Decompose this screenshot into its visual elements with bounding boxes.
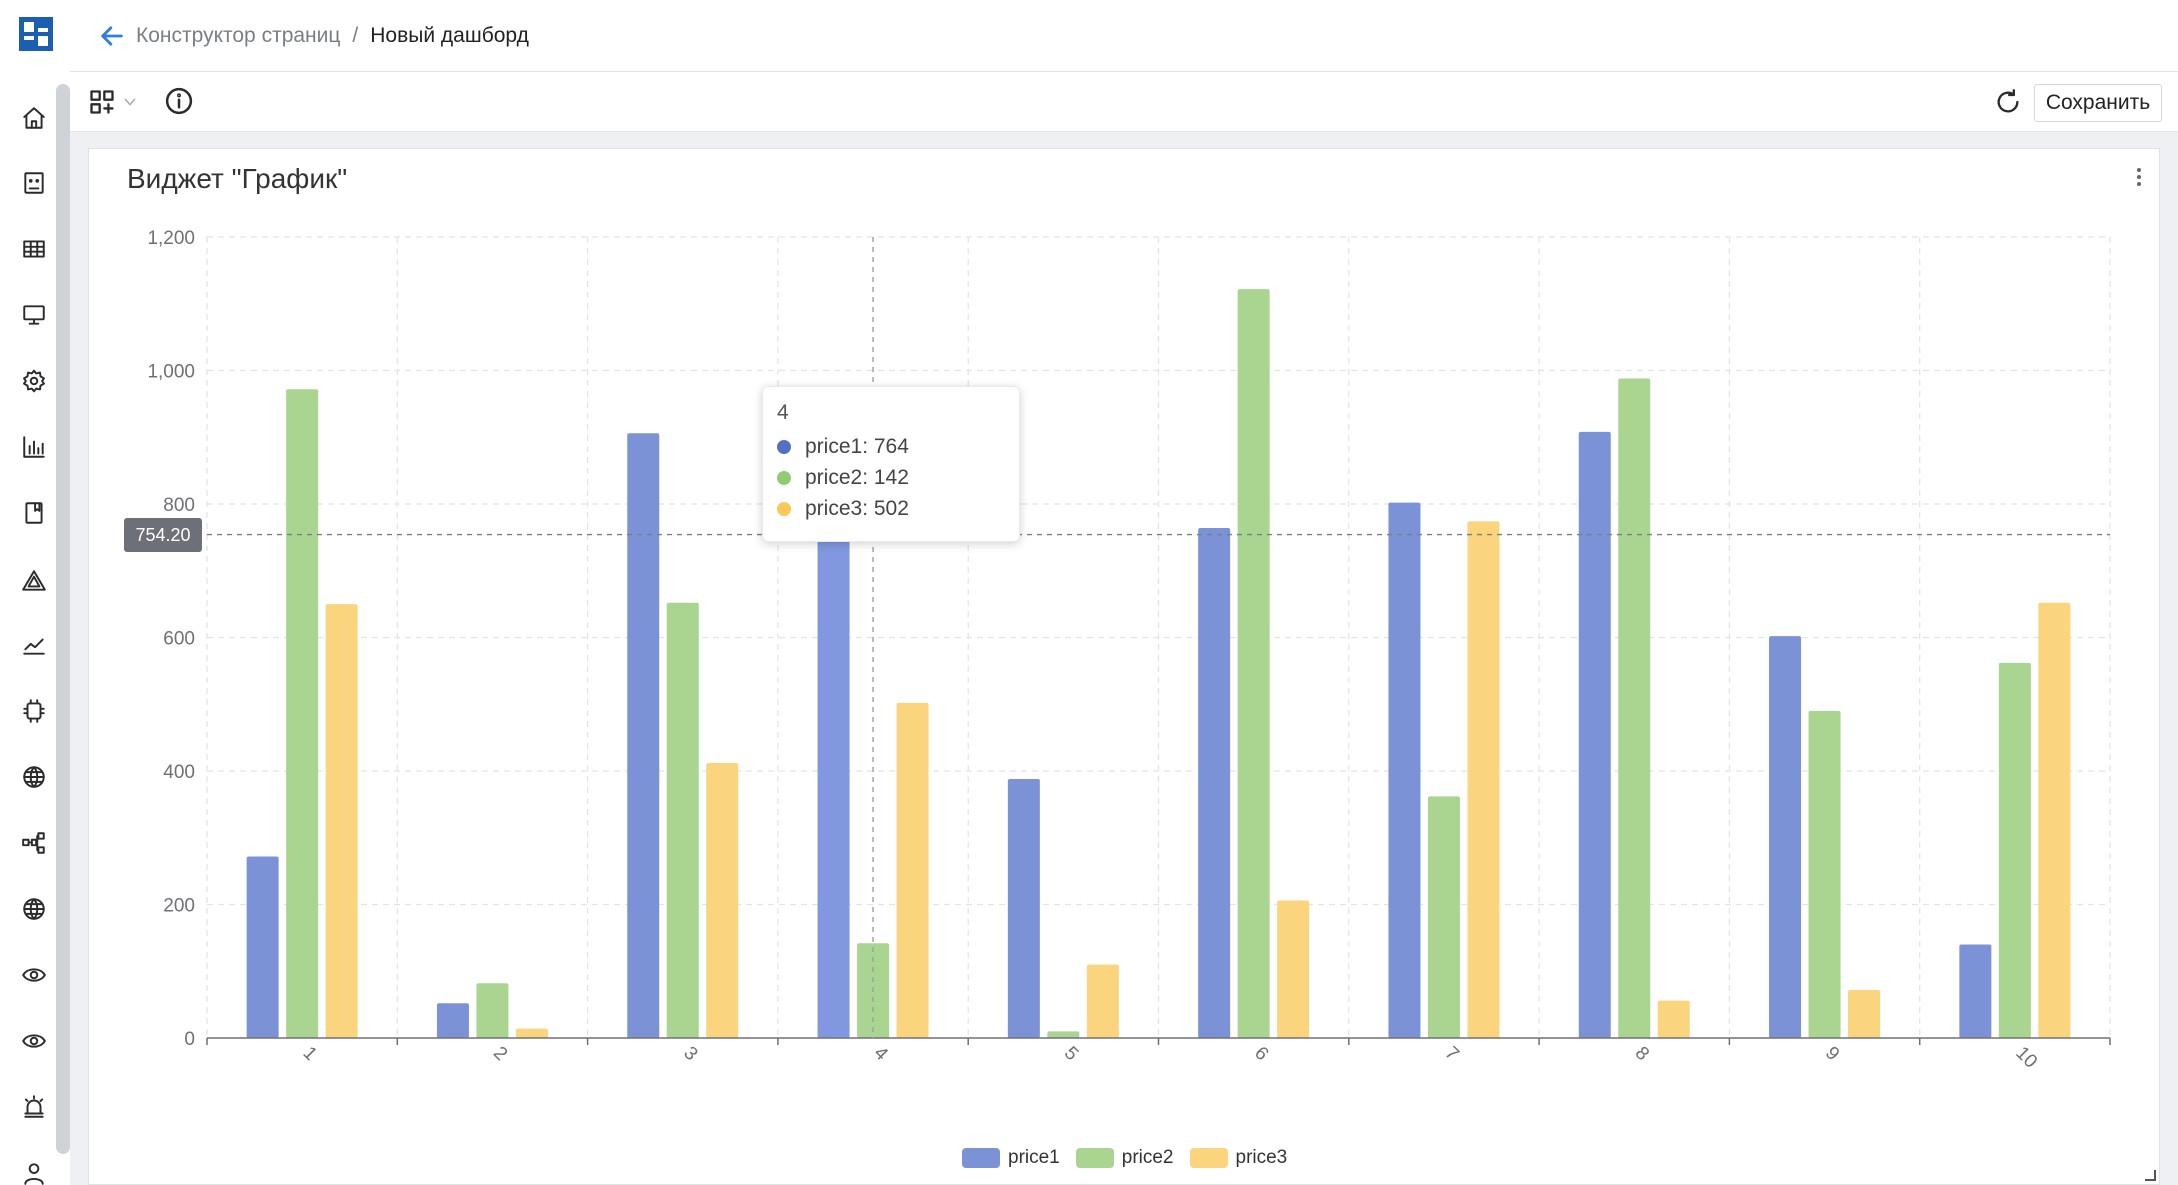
- legend-label: price3: [1235, 1147, 1288, 1168]
- legend-item-price3[interactable]: price3: [1189, 1147, 1288, 1169]
- chip-icon[interactable]: [19, 696, 49, 726]
- table-icon[interactable]: [19, 234, 49, 264]
- tooltip-row-label: price1: 764: [805, 434, 909, 458]
- settings-icon[interactable]: [19, 366, 49, 396]
- dashboard-canvas: Виджет "График": [70, 132, 2178, 1185]
- book-icon[interactable]: [19, 498, 49, 528]
- home-icon[interactable]: [19, 103, 49, 133]
- legend-item-price1[interactable]: price1: [962, 1147, 1060, 1169]
- chart-tooltip: 4 price1: 764 price2: 142 price3: 502: [762, 386, 1020, 542]
- eye-icon[interactable]: [19, 960, 49, 990]
- legend-swatch: [962, 1148, 1000, 1168]
- alert-triangle-icon[interactable]: [19, 566, 49, 596]
- tooltip-row-label: price3: 502: [805, 496, 909, 520]
- series-dot-icon: [777, 470, 791, 485]
- eye-icon[interactable]: [19, 1026, 49, 1056]
- globe-icon[interactable]: [19, 894, 49, 924]
- info-icon[interactable]: [164, 86, 194, 116]
- refresh-icon[interactable]: [1994, 88, 2022, 116]
- tooltip-title: 4: [777, 401, 789, 424]
- legend-swatch: [1189, 1148, 1228, 1168]
- tooltip-row-label: price2: 142: [805, 465, 909, 489]
- header: Конструктор страниц / Новый дашборд: [70, 0, 2178, 72]
- sidebar: [0, 0, 70, 1185]
- dashboard-icon[interactable]: [19, 168, 49, 198]
- add-widget-icon[interactable]: [88, 88, 116, 116]
- save-button[interactable]: Сохранить: [2034, 84, 2162, 122]
- resize-handle-icon[interactable]: [2143, 1168, 2157, 1182]
- widget-title: Виджет "График": [127, 163, 348, 194]
- monitor-icon[interactable]: [19, 300, 49, 330]
- trend-line-icon[interactable]: [19, 630, 49, 660]
- chart-widget[interactable]: Виджет "График": [88, 148, 2160, 1185]
- crosshair-value-label: 754.20: [124, 518, 202, 552]
- network-icon[interactable]: [19, 828, 49, 858]
- logo-icon: [18, 16, 54, 52]
- sidebar-scrollbar[interactable]: [56, 84, 70, 1154]
- series-dot-icon: [777, 439, 791, 454]
- legend-swatch: [1075, 1148, 1114, 1168]
- breadcrumb-separator: /: [352, 23, 359, 47]
- tooltip-row: price1: 764: [777, 431, 1005, 462]
- breadcrumb-current: Новый дашборд: [370, 23, 529, 47]
- kebab-menu-icon[interactable]: [2131, 165, 2147, 191]
- back-arrow-icon[interactable]: [96, 20, 128, 52]
- chevron-down-icon[interactable]: [122, 94, 138, 110]
- tooltip-row: price2: 142: [777, 462, 1005, 493]
- user-icon[interactable]: [19, 1158, 49, 1185]
- siren-icon[interactable]: [19, 1092, 49, 1122]
- legend-label: price2: [1121, 1147, 1174, 1168]
- series-dot-icon: [777, 501, 791, 516]
- breadcrumb-parent-link[interactable]: Конструктор страниц: [136, 23, 341, 47]
- globe-icon[interactable]: [19, 762, 49, 792]
- legend-item-price2[interactable]: price2: [1075, 1147, 1174, 1169]
- bar-chart-icon[interactable]: [19, 432, 49, 462]
- tooltip-row: price3: 502: [777, 493, 1005, 524]
- legend-label: price1: [1008, 1147, 1060, 1168]
- chart-legend: price1 price2 price3: [962, 1147, 1303, 1169]
- toolbar: Сохранить: [70, 72, 2178, 132]
